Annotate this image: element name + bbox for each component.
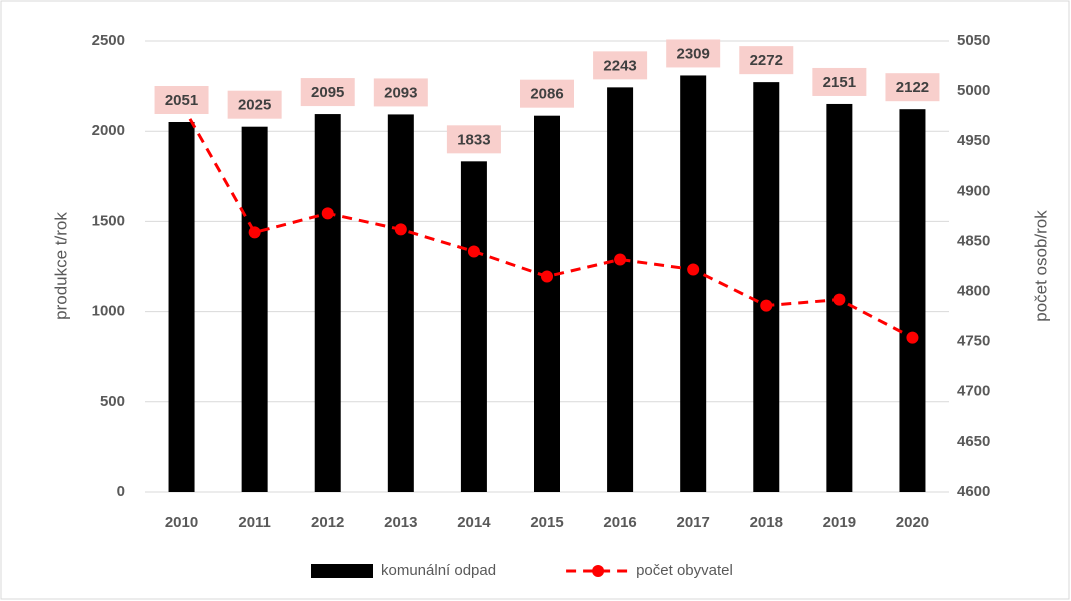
data-label: 2272 bbox=[750, 52, 783, 69]
y-axis-title: produkce t/rok bbox=[51, 212, 70, 320]
data-label: 2086 bbox=[530, 86, 563, 103]
bar bbox=[899, 109, 926, 493]
x-tick-label: 2016 bbox=[603, 514, 636, 531]
y2-tick-label: 4950 bbox=[957, 132, 990, 149]
x-tick-label: 2010 bbox=[165, 514, 198, 531]
bar bbox=[607, 87, 634, 493]
y2-axis-title: počet osob/rok bbox=[1031, 210, 1050, 322]
x-tick-label: 2018 bbox=[750, 514, 783, 531]
data-label: 2051 bbox=[165, 92, 198, 109]
y-tick-label: 0 bbox=[117, 483, 125, 500]
x-tick-label: 2011 bbox=[238, 514, 271, 531]
y2-tick-label: 5000 bbox=[957, 82, 990, 99]
data-label: 2095 bbox=[311, 84, 344, 101]
x-tick-label: 2012 bbox=[311, 514, 344, 531]
data-label-bg bbox=[520, 79, 574, 108]
data-label-bg bbox=[154, 85, 209, 114]
data-label: 2093 bbox=[384, 84, 417, 101]
data-label-bg bbox=[446, 125, 501, 154]
y2-tick-label: 4900 bbox=[957, 182, 990, 199]
line-marker bbox=[614, 253, 627, 266]
line-marker bbox=[467, 245, 480, 258]
data-label-bg bbox=[593, 51, 648, 80]
line-marker bbox=[321, 207, 334, 220]
legend-swatch bbox=[311, 564, 373, 578]
x-tick-label: 2014 bbox=[457, 514, 491, 531]
y2-tick-label: 5050 bbox=[957, 32, 990, 49]
line-marker bbox=[394, 223, 407, 236]
y-tick-label: 500 bbox=[100, 393, 125, 410]
x-tick-label: 2019 bbox=[823, 514, 856, 531]
data-label: 2243 bbox=[603, 57, 636, 74]
bar bbox=[753, 82, 780, 493]
y2-tick-label: 4700 bbox=[957, 383, 990, 400]
data-label-bg bbox=[300, 78, 355, 107]
bar bbox=[534, 115, 560, 492]
y2-tick-label: 4800 bbox=[957, 283, 990, 300]
y2-tick-label: 4750 bbox=[957, 333, 990, 350]
data-label-bg bbox=[885, 73, 940, 102]
x-tick-label: 2015 bbox=[530, 514, 563, 531]
bar bbox=[680, 75, 707, 493]
y2-tick-label: 4850 bbox=[957, 232, 990, 249]
line-marker bbox=[833, 293, 846, 306]
y-tick-label: 1000 bbox=[92, 303, 125, 320]
y-tick-label: 2500 bbox=[92, 32, 125, 49]
x-tick-label: 2020 bbox=[896, 514, 929, 531]
bar bbox=[314, 114, 341, 492]
data-label-bg bbox=[666, 39, 721, 68]
legend-label: počet obyvatel bbox=[636, 562, 733, 579]
y2-tick-label: 4650 bbox=[957, 433, 990, 450]
data-label-bg bbox=[812, 67, 867, 96]
data-label: 2122 bbox=[896, 79, 929, 96]
line-marker bbox=[541, 270, 553, 283]
bar bbox=[460, 161, 487, 493]
data-label: 2309 bbox=[676, 45, 709, 62]
legend-label: komunální odpad bbox=[381, 562, 496, 579]
data-label: 2151 bbox=[823, 74, 856, 91]
data-label: 2025 bbox=[238, 97, 271, 114]
line-marker bbox=[687, 263, 700, 276]
bar bbox=[241, 126, 268, 492]
y-tick-label: 2000 bbox=[92, 122, 125, 139]
x-tick-label: 2013 bbox=[384, 514, 417, 531]
x-tick-label: 2017 bbox=[676, 514, 709, 531]
y2-tick-label: 4600 bbox=[957, 483, 990, 500]
data-label-bg bbox=[739, 46, 794, 75]
data-label-bg bbox=[373, 78, 428, 107]
data-label: 1833 bbox=[457, 131, 490, 148]
data-label-bg bbox=[227, 90, 282, 119]
line-marker bbox=[760, 299, 773, 312]
bar bbox=[168, 121, 195, 492]
y-tick-label: 1500 bbox=[92, 212, 125, 229]
line-marker bbox=[906, 331, 919, 344]
bar bbox=[387, 114, 414, 493]
legend-marker bbox=[592, 565, 605, 577]
line-marker bbox=[248, 226, 261, 239]
